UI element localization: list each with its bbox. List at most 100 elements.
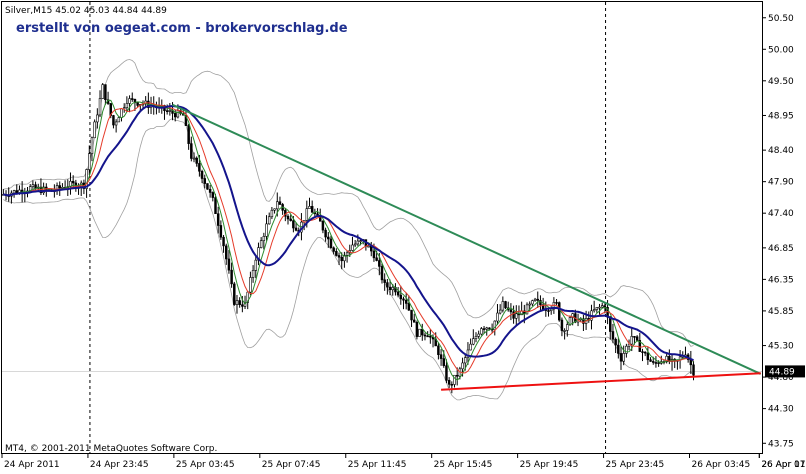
time-tick-label: 24 Apr 2011 [4,460,60,470]
price-tick-label: 44.30 [768,405,794,415]
candle-body [388,286,392,291]
candle-body [437,345,440,355]
candle-body [375,257,378,261]
price-tick-label: 43.75 [768,439,794,449]
candle-body [619,353,623,362]
candle-body [563,330,566,332]
candle-body [396,291,400,296]
candle-body [654,362,658,364]
symbol-header: Silver,M15 45.02 45.03 44.84 44.89 [5,6,167,16]
candle-body [418,328,421,337]
candle-body [515,313,518,319]
candle-body [93,121,96,139]
candle-body [474,336,478,339]
candle-body [332,247,335,252]
candle-body [558,302,561,321]
candle-body [200,170,204,179]
candle-body [214,197,217,215]
candle-body [262,236,266,242]
candle-body [512,311,515,319]
candle-body [410,309,413,321]
price-tick-label: 45.30 [768,342,794,352]
candle-body [90,137,94,154]
day-separators [2,2,762,454]
candle-body [101,84,104,99]
candle-body [12,190,16,194]
candle-body [445,365,448,381]
candle-body [633,336,636,338]
candle-body [442,358,446,366]
candle-body [310,206,314,213]
candle-body [222,236,225,247]
moving-averages [3,99,694,381]
candle-body [455,374,459,377]
time-tick-label: 25 Apr 15:45 [434,460,493,470]
candle-body [259,240,263,248]
candle-body [646,352,650,361]
candle-body [219,225,223,238]
candle-body [533,298,537,301]
candle-body [566,324,569,331]
candle-body [345,252,349,256]
candle-body [692,364,695,376]
candle-body [466,349,470,359]
candle-body [622,353,625,362]
candle-body [117,117,121,123]
candle-body [216,213,220,226]
candle-body [294,227,298,231]
time-tick-label: 25 Apr 19:45 [520,460,579,470]
candle-body [367,245,370,248]
candle-body [238,300,241,306]
candle-body [324,229,327,238]
candle-body [98,98,102,116]
candle-body [270,209,274,218]
candle-body [485,327,488,330]
candle-body [651,361,655,363]
candle-body [359,240,362,242]
svg-text:44.89: 44.89 [769,367,795,377]
candle-body [501,301,505,311]
price-tick-label: 45.85 [768,307,794,317]
candle-body [58,185,61,189]
candle-body [665,355,668,363]
candle-body [184,114,188,126]
candle-body [292,220,295,229]
candle-body [469,343,472,351]
candle-body [450,383,454,386]
candle-body [598,306,601,309]
time-tick-label: 24 Apr 23:45 [90,460,149,470]
candle-body [391,287,394,291]
candle-body [198,163,201,172]
candle-body [493,320,497,331]
ma-fast-line [3,102,694,374]
candle-body [627,343,631,347]
candle-body [233,283,236,305]
candle-body [128,98,131,104]
candle-body [426,335,429,338]
candle-body [211,192,215,198]
candle-body [249,277,252,293]
candle-body [592,309,596,312]
candle-body [329,238,333,249]
candle-body [85,169,88,189]
time-axis: 24 Apr 2011 24 Apr 23:45 25 Apr 03:45 25 Ap… [1,454,806,470]
price-tick-label: 48.40 [768,146,794,156]
candle-body [305,208,309,221]
candle-body [600,305,604,308]
descending-trendline [172,103,762,375]
candle-body [635,336,639,341]
price-tick-label: 48.95 [768,111,794,121]
candle-body [643,351,647,354]
candle-body [241,304,244,307]
price-tick-label: 46.35 [768,275,794,285]
price-tick-label: 49.50 [768,77,794,87]
candle-body [447,380,451,385]
candle-body [173,113,177,118]
trendlines[interactable] [172,103,762,391]
branding-text: erstellt von oegeat.com - brokervorschla… [16,21,348,36]
candle-body [496,312,499,322]
candle-body [104,84,107,101]
candle-body [227,258,231,271]
